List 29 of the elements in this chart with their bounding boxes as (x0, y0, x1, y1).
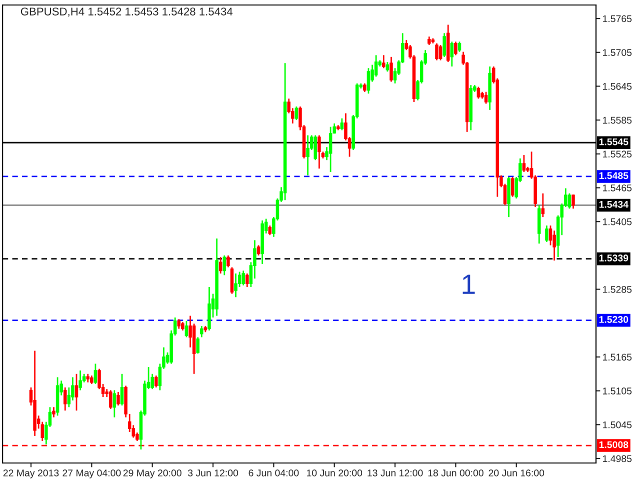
ref-line-label: 1.5008 (599, 441, 628, 448)
y-tick-label: 1.5465 (602, 184, 632, 192)
y-tick-label: 1.5045 (602, 421, 632, 428)
y-tick-label: 1.5105 (602, 388, 632, 394)
ref-line-label: 1.5434 (599, 200, 628, 208)
x-tick-label: 20 Jun 16:00 (488, 470, 544, 476)
ref-line-label: 1.5545 (599, 138, 628, 146)
y-tick-label: 1.5705 (602, 49, 632, 56)
ref-line-label: 1.5339 (599, 254, 628, 262)
y-tick-label: 1.5285 (602, 286, 632, 293)
y-tick-label: 1.4985 (602, 455, 632, 462)
y-tick-label: 1.5765 (602, 15, 632, 22)
x-tick-label: 13 Jun 12:00 (368, 470, 423, 476)
y-tick-label: 1.5645 (602, 82, 632, 90)
annotation: 1 (462, 274, 475, 294)
chart-title: GBPUSD,H4 1.5452 1.5453 1.5428 1.5434 (20, 8, 233, 17)
y-tick-label: 1.5585 (602, 116, 632, 124)
x-tick-label: 29 May 20:00 (123, 470, 182, 478)
y-tick-label: 1.5405 (602, 218, 632, 226)
x-tick-label: 3 Jun 12:00 (188, 470, 238, 476)
x-tick-label: 6 Jun 04:00 (248, 470, 299, 476)
x-tick-label: 27 May 04:00 (62, 470, 121, 478)
y-tick-label: 1.5525 (602, 150, 632, 158)
x-tick-label: 18 Jun 00:00 (428, 470, 484, 476)
y-tick-label: 1.5165 (602, 354, 632, 361)
ref-line-label: 1.5485 (599, 172, 628, 180)
x-tick-label: 10 Jun 20:00 (306, 470, 362, 476)
ref-line-label: 1.5230 (599, 316, 628, 323)
x-tick-label: 22 May 2013 (3, 470, 59, 478)
